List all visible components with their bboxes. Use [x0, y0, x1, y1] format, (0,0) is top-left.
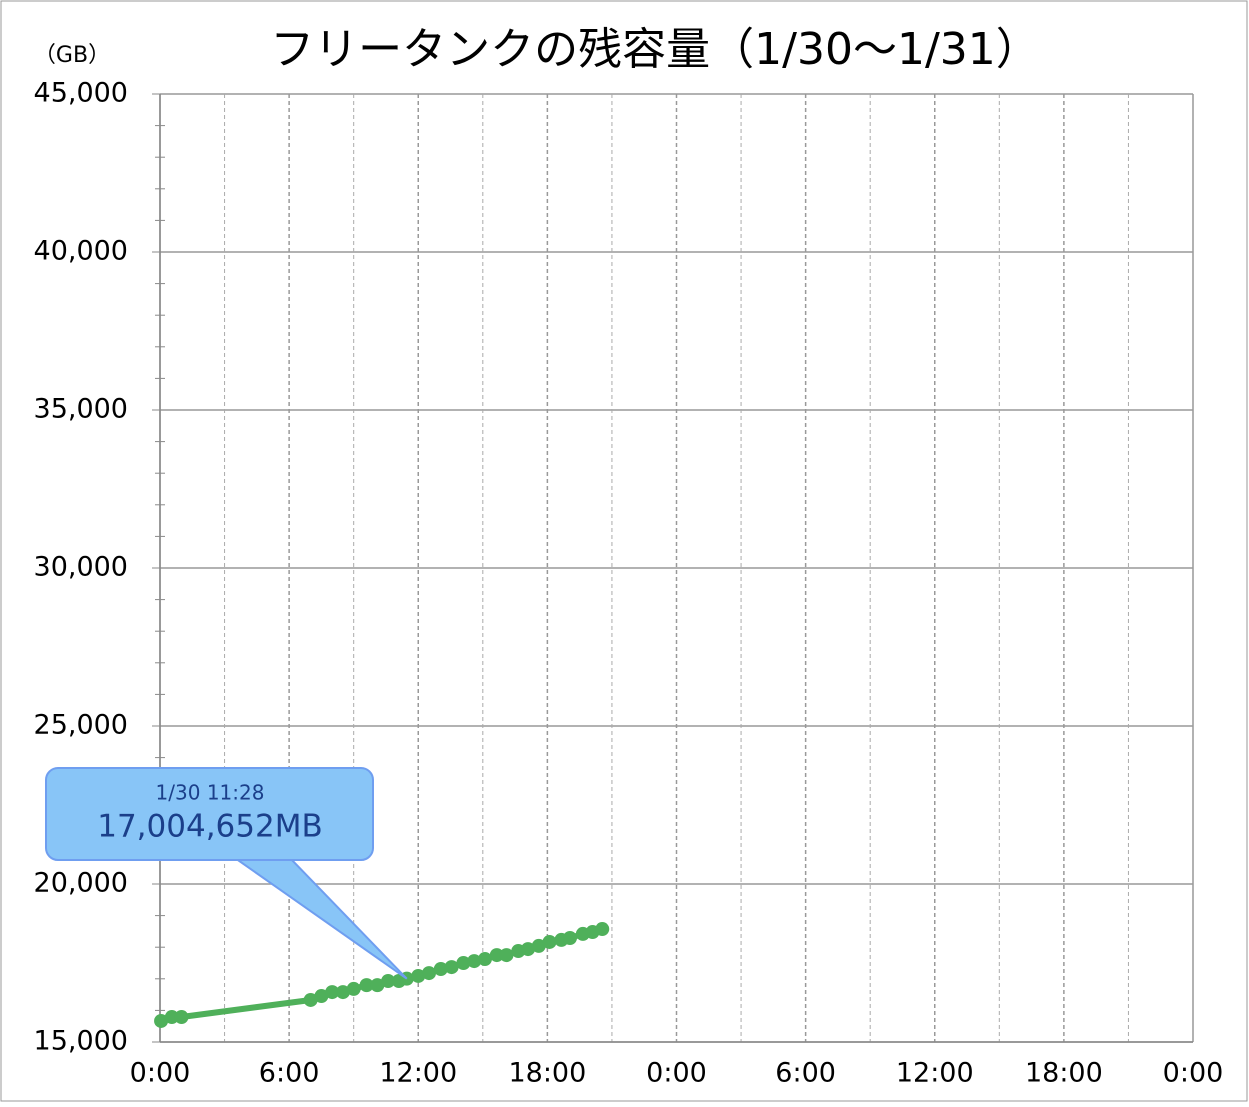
- data-point: [499, 948, 514, 963]
- x-tick-label: 0:00: [130, 1058, 191, 1089]
- data-point: [477, 952, 492, 967]
- y-tick-label: 20,000: [34, 868, 128, 899]
- data-point: [422, 966, 437, 981]
- x-tick-label: 12:00: [896, 1058, 974, 1089]
- data-point: [154, 1013, 169, 1028]
- data-point: [444, 960, 459, 975]
- data-point: [303, 992, 318, 1007]
- chart-title: フリータンクの残容量（1/30〜1/31）: [270, 24, 1040, 75]
- data-point: [164, 1010, 179, 1025]
- data-point: [531, 938, 546, 953]
- data-point: [174, 1010, 189, 1025]
- data-point: [521, 942, 536, 957]
- data-point: [314, 989, 329, 1004]
- data-point: [411, 968, 426, 983]
- x-tick-label: 18:00: [1025, 1058, 1103, 1089]
- x-tick-label: 6:00: [775, 1058, 836, 1089]
- data-point: [562, 931, 577, 946]
- y-tick-label: 35,000: [34, 394, 128, 425]
- y-unit: （GB）: [34, 43, 110, 68]
- y-tick-label: 15,000: [34, 1026, 128, 1057]
- callout-seam: [237, 854, 288, 859]
- data-point: [456, 956, 471, 970]
- callout-value: 17,004,652MB: [97, 809, 323, 845]
- y-tick-label: 40,000: [34, 236, 128, 267]
- x-tick-label: 0:00: [646, 1058, 707, 1089]
- x-tick-label: 18:00: [508, 1058, 586, 1089]
- data-point: [467, 954, 482, 969]
- x-tick-label: 0:00: [1163, 1058, 1224, 1089]
- data-point: [335, 985, 350, 1000]
- data-point: [325, 985, 340, 1000]
- data-point: [370, 978, 385, 993]
- x-tick-label: 6:00: [259, 1058, 320, 1089]
- x-tick-label: 12:00: [379, 1058, 457, 1089]
- data-point: [433, 962, 448, 977]
- data-point: [381, 974, 396, 989]
- callout-time: 1/30 11:28: [156, 781, 265, 805]
- data-point: [595, 922, 610, 937]
- y-tick-label: 30,000: [34, 552, 128, 583]
- y-tick-label: 45,000: [34, 78, 128, 109]
- y-tick-label: 25,000: [34, 710, 128, 741]
- data-point: [346, 981, 361, 996]
- data-point: [359, 978, 374, 993]
- callout-box: [45, 767, 374, 861]
- data-point: [489, 948, 504, 963]
- data-point: [542, 934, 557, 949]
